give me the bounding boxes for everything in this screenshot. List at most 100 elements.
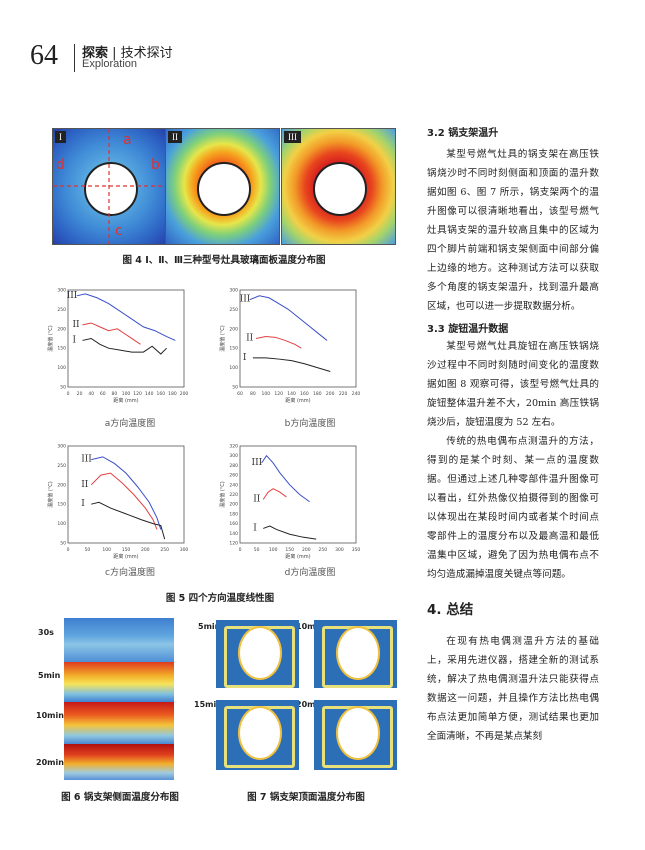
section-3-3-title: 3.3 旋钮温升数据 [427, 324, 509, 335]
y-tick-label: 150 [229, 346, 238, 352]
series-line-I [91, 501, 166, 540]
section-3-3-paragraph-1: 某型号燃气灶具旋钮在高压铁锅烧沙过程中不同时刻随时间变化的温度数据如图 8 观察… [427, 341, 599, 428]
chart-a-direction: 0 20 40 60 80 100 120 140 160 180 200 50 100 150 200 25… [46, 282, 196, 407]
fig7-time-label: 15min [194, 700, 222, 709]
direction-arrows [53, 129, 166, 244]
y-axis-label: 温度值 (°C) [47, 325, 54, 352]
panel-tag: I [55, 131, 66, 143]
top-thermal-15min [216, 700, 299, 770]
fig6-time-label: 20min [36, 758, 64, 767]
y-tick-label: 100 [229, 365, 238, 371]
chart-b-caption: b方向温度图 [284, 419, 336, 429]
chart-svg: 60 80 100 120 140 160 180 200 220 240 50 100 150 200 2… [219, 288, 360, 405]
x-tick-label: 160 [157, 391, 166, 397]
y-tick-label: 120 [229, 541, 238, 547]
x-tick-label: 250 [160, 547, 169, 553]
fig6-time-label: 5min [38, 671, 61, 680]
y-tick-label: 140 [229, 531, 238, 537]
y-tick-label: 100 [57, 365, 66, 371]
series-label-I: I [243, 353, 247, 363]
y-tick-label: 160 [229, 521, 238, 527]
series-label-I: I [81, 499, 85, 509]
series-label-I: I [253, 523, 257, 533]
x-tick-label: 120 [133, 391, 142, 397]
x-axis-label: 距离 (mm) [113, 397, 138, 404]
side-thermal-5min [64, 662, 174, 702]
section-main: 探索 [82, 46, 109, 61]
series-line-III [76, 293, 176, 341]
y-tick-label: 300 [229, 453, 238, 459]
x-tick-label: 20 [77, 391, 83, 397]
y-tick-label: 250 [229, 307, 238, 313]
y-tick-label: 250 [57, 307, 66, 313]
series-line-I [252, 357, 331, 372]
y-tick-label: 50 [60, 541, 66, 547]
chart-c-caption: c方向温度图 [105, 568, 155, 578]
y-axis-label: 温度值 (°C) [47, 481, 54, 508]
fig5-caption: 图 5 四个方向温度线性图 [165, 593, 275, 604]
x-tick-label: 100 [261, 391, 270, 397]
section-3-2-title: 3.2 锅支架温升 [427, 128, 499, 139]
y-tick-label: 300 [57, 444, 66, 450]
x-axis-label: 距离 (mm) [285, 553, 310, 560]
x-tick-label: 60 [100, 391, 106, 397]
chart-b-direction: 60 80 100 120 140 160 180 200 220 240 50 100 150 200 2… [218, 282, 368, 407]
plot-frame [239, 289, 357, 388]
series-label-II: II [246, 334, 254, 344]
y-tick-label: 300 [57, 288, 66, 294]
section-heading: 探索 | 技术探讨 [82, 42, 173, 61]
y-tick-label: 200 [229, 502, 238, 508]
section-3-2-paragraph: 某型号燃气灶具的锅支架在高压铁锅烧沙时不同时刻侧面和顶面的温升数据如图 6、图 … [427, 149, 599, 312]
series-label-II: II [81, 480, 89, 490]
side-thermal-30s [64, 618, 174, 662]
burner-hole [84, 162, 138, 216]
y-tick-label: 200 [57, 326, 66, 332]
series-line-III [261, 454, 310, 503]
y-tick-label: 200 [229, 326, 238, 332]
page-number: 64 [30, 40, 58, 71]
x-tick-label: 140 [287, 391, 296, 397]
fig7-caption: 图 7 锅支架顶面温度分布图 [247, 792, 365, 803]
x-tick-label: 100 [102, 547, 111, 553]
x-tick-label: 180 [168, 391, 177, 397]
series-line-II [90, 472, 158, 530]
plot-frame [239, 445, 357, 544]
series-label-III: III [81, 455, 92, 465]
series-line-II [82, 322, 141, 345]
x-tick-label: 150 [122, 547, 131, 553]
x-axis-label: 距离 (mm) [285, 397, 310, 404]
x-tick-label: 180 [313, 391, 322, 397]
series-line-III [91, 456, 162, 530]
series-line-I [263, 525, 317, 540]
panel-tag: III [284, 131, 301, 143]
x-tick-label: 0 [239, 547, 242, 553]
panel-tag: II [168, 131, 182, 143]
x-tick-label: 300 [335, 547, 344, 553]
section-separator: | [112, 46, 121, 61]
x-tick-label: 0 [67, 391, 70, 397]
fig7-time-label: 5min [198, 622, 221, 631]
point-label-c: c [115, 223, 123, 239]
series-label-I: I [73, 335, 77, 345]
thermal-panel-2: II [165, 128, 280, 245]
plot-frame [67, 445, 185, 544]
y-tick-label: 50 [232, 385, 238, 391]
y-tick-label: 100 [57, 521, 66, 527]
series-line-II [256, 336, 302, 349]
point-label-a: a [123, 132, 132, 148]
point-label-b: b [151, 157, 160, 173]
y-tick-label: 250 [57, 463, 66, 469]
section-en: Exploration [82, 58, 138, 70]
header-divider [74, 44, 75, 72]
series-line-III [249, 295, 328, 341]
series-label-III: III [67, 291, 78, 301]
chart-d-caption: d方向温度图 [284, 568, 336, 578]
series-label-II: II [253, 494, 261, 504]
y-tick-label: 280 [229, 463, 238, 469]
y-tick-label: 200 [57, 482, 66, 488]
chart-svg: 0 50 100 150 200 250 300 350 120 140 160 180 200 220 2… [219, 444, 360, 561]
y-tick-label: 150 [57, 346, 66, 352]
side-thermal-10min [64, 702, 174, 744]
x-tick-label: 160 [300, 391, 309, 397]
right-column: 3.2 锅支架温升 某型号燃气灶具的锅支架在高压铁锅烧沙时不同时刻侧面和顶面的温… [427, 124, 599, 746]
